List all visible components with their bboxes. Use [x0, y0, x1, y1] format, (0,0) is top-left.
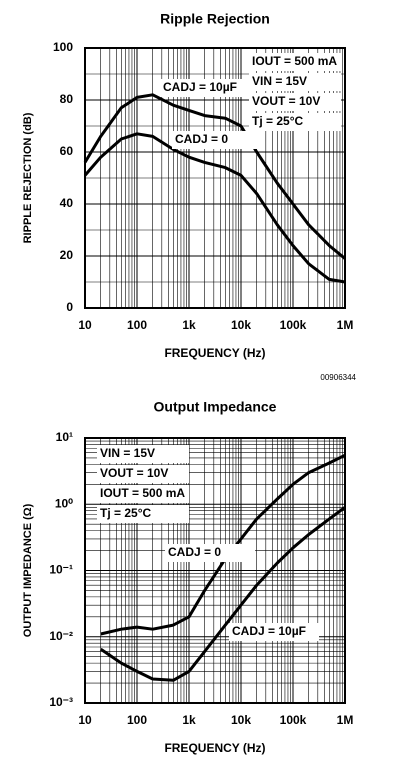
annotation: VOUT = 10V — [252, 94, 320, 108]
y-tick-label: 0 — [66, 300, 73, 314]
y-tick-label: 10⁻¹ — [49, 563, 73, 577]
y-tick-label: 10¹ — [56, 430, 73, 444]
x-tick-label: 100 — [127, 318, 147, 332]
x-tick-label: 10 — [78, 713, 92, 727]
label-backdrop — [160, 79, 250, 97]
plot-frame — [84, 47, 346, 309]
y-tick-label: 60 — [60, 144, 74, 158]
x-tick-label: 1k — [182, 318, 196, 332]
y-tick-label: 80 — [60, 92, 74, 106]
series-label: CADJ = 0 — [175, 132, 228, 146]
y-axis-label: RIPPLE REJECTION (dB) — [22, 112, 34, 243]
annotation: VOUT = 10V — [100, 466, 168, 480]
x-tick-label: 10k — [231, 318, 251, 332]
x-tick-label: 100 — [127, 713, 147, 727]
annotation-backdrop — [249, 93, 341, 111]
x-tick-label: 10k — [231, 713, 251, 727]
series-line — [83, 132, 346, 284]
series-line — [99, 506, 346, 682]
annotation-backdrop — [97, 505, 189, 523]
x-tick-label: 1k — [182, 713, 196, 727]
annotation: IOUT = 500 mA — [252, 54, 337, 68]
y-tick-label: 10⁻² — [49, 629, 73, 643]
x-axis-label: FREQUENCY (Hz) — [164, 741, 265, 755]
y-tick-label: 10⁻³ — [49, 695, 73, 709]
annotation: IOUT = 500 mA — [100, 486, 185, 500]
annotation-backdrop — [97, 445, 189, 463]
x-tick-label: 100k — [280, 318, 307, 332]
annotation: Tj = 25°C — [252, 114, 303, 128]
x-tick-label: 1M — [337, 318, 354, 332]
y-tick-label: 40 — [60, 196, 74, 210]
y-axis-label: OUTPUT IMPEDANCE (Ω) — [22, 503, 34, 637]
chart-title: Output Impedance — [154, 399, 277, 415]
series-line — [83, 93, 346, 260]
series-label: CADJ = 10µF — [163, 80, 237, 94]
label-backdrop — [229, 623, 319, 641]
annotation: VIN = 15V — [252, 74, 307, 88]
series-label: CADJ = 0 — [168, 545, 221, 559]
label-backdrop — [165, 544, 255, 562]
annotation-backdrop — [97, 465, 189, 483]
plot-frame — [84, 437, 346, 704]
label-backdrop — [172, 131, 262, 149]
annotation-backdrop — [249, 53, 341, 71]
y-tick-label: 20 — [60, 248, 74, 262]
annotation: Tj = 25°C — [100, 506, 151, 520]
annotation-backdrop — [97, 485, 189, 503]
annotation: VIN = 15V — [100, 446, 155, 460]
figure-number: 00906344 — [320, 373, 356, 382]
y-tick-label: 100 — [53, 40, 73, 54]
x-tick-label: 1M — [337, 713, 354, 727]
y-tick-label: 10⁰ — [55, 496, 73, 510]
x-tick-label: 100k — [280, 713, 307, 727]
chart-title: Ripple Rejection — [160, 11, 270, 27]
annotation-backdrop — [249, 113, 341, 131]
series-label: CADJ = 10µF — [232, 624, 306, 638]
x-tick-label: 10 — [78, 318, 92, 332]
annotation-backdrop — [249, 73, 341, 91]
x-axis-label: FREQUENCY (Hz) — [164, 346, 265, 360]
